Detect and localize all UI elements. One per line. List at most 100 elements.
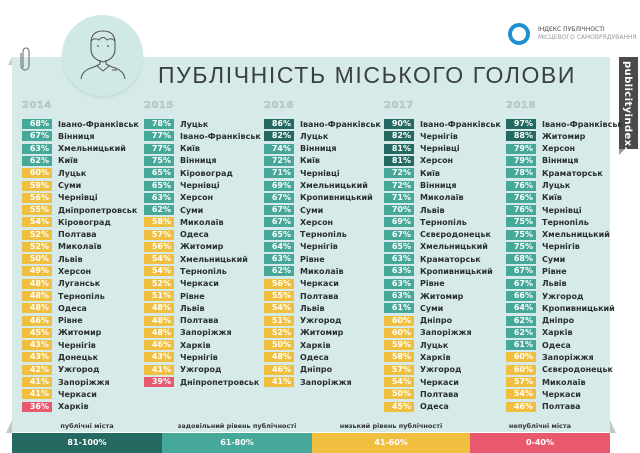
table-row: 65% Хмельницький [384, 241, 501, 253]
percent-badge: 76% [506, 192, 536, 203]
city-name: Івано-Франківськ [420, 119, 501, 129]
legend-item-nonpublic: непублічні міста 0-40% [470, 420, 610, 453]
percent-badge: 67% [384, 229, 414, 240]
percent-badge: 62% [144, 205, 174, 216]
table-row: 86% Івано-Франківськ [264, 118, 381, 130]
city-name: Тернопіль [180, 266, 227, 276]
percent-badge: 78% [506, 168, 536, 179]
table-row: 54% Львів [264, 302, 381, 314]
table-row: 77% Івано-Франківськ [144, 130, 261, 142]
city-name: Київ [58, 156, 78, 166]
table-row: 46% Харків [144, 339, 261, 351]
table-row: 63% Краматорськ [384, 253, 501, 265]
city-name: Хмельницький [180, 254, 248, 264]
table-row: 67% Рівне [506, 265, 623, 277]
city-name: Полтава [542, 402, 581, 412]
city-name: Чернівці [300, 168, 340, 178]
city-name: Житомир [300, 328, 344, 338]
logo[interactable]: ІНДЕКС ПУБЛІЧНОСТІ МІСЦЕВОГО САМОВРЯДУВА… [508, 23, 637, 45]
table-row: 60% Дніпро [384, 315, 501, 327]
city-name: Івано-Франківськ [300, 119, 381, 129]
table-row: 52% Черкаси [144, 278, 261, 290]
percent-badge: 70% [384, 205, 414, 216]
percent-badge: 52% [22, 241, 52, 252]
city-name: Дніпропетровськ [58, 205, 138, 215]
city-name: Одеса [542, 340, 571, 350]
table-row: 67% Сєвєродонецьк [384, 229, 501, 241]
percent-badge: 69% [384, 217, 414, 228]
table-row: 51% Рівне [144, 290, 261, 302]
table-row: 45% Житомир [22, 327, 139, 339]
city-name: Львів [58, 254, 83, 264]
table-row: 67% Кропивницький [264, 192, 381, 204]
percent-badge: 63% [384, 266, 414, 277]
city-name: Львів [420, 205, 445, 215]
city-name: Львів [300, 303, 325, 313]
table-row: 63% Рівне [384, 278, 501, 290]
table-row: 68% Івано-Франківськ [22, 118, 139, 130]
city-name: Хмельницький [542, 230, 610, 240]
percent-badge: 75% [506, 241, 536, 252]
city-name: Дніпро [300, 365, 333, 375]
table-row: 57% Ужгород [384, 364, 501, 376]
table-row: 57% Миколаїв [506, 376, 623, 388]
table-row: 56% Житомир [144, 241, 261, 253]
table-row: 72% Київ [264, 155, 381, 167]
table-row: 61% Суми [384, 302, 501, 314]
percent-badge: 76% [506, 205, 536, 216]
percent-badge: 67% [264, 205, 294, 216]
table-row: 82% Чернігів [384, 130, 501, 142]
percent-badge: 63% [264, 254, 294, 265]
percent-badge: 46% [506, 401, 536, 412]
city-name: Вінниця [58, 131, 95, 141]
percent-badge: 74% [264, 143, 294, 154]
table-row: 43% Чернігів [144, 351, 261, 363]
table-row: 60% Запоріжжя [384, 327, 501, 339]
percent-badge: 63% [384, 254, 414, 265]
city-name: Одеса [300, 352, 329, 362]
percent-badge: 58% [384, 352, 414, 363]
city-name: Луцьк [58, 168, 87, 178]
city-name: Одеса [420, 402, 449, 412]
table-row: 75% Вінниця [144, 155, 261, 167]
city-name: Харків [420, 352, 451, 362]
percent-badge: 57% [506, 377, 536, 387]
percent-badge: 60% [506, 352, 536, 363]
table-row: 64% Чернігів [264, 241, 381, 253]
percent-badge: 49% [22, 266, 52, 277]
side-tab[interactable]: publicityindex.org [619, 57, 638, 171]
percent-badge: 79% [506, 155, 536, 166]
city-name: Луцьк [300, 131, 329, 141]
percent-badge: 78% [144, 119, 174, 130]
percent-badge: 39% [144, 377, 174, 387]
percent-badge: 62% [264, 266, 294, 277]
city-name: Луцьк [420, 340, 449, 350]
table-row: 52% Миколаїв [22, 241, 139, 253]
year-column-2015: 2015 78% Луцьк 77% Івано-Франківськ 77% Київ 75… [144, 100, 261, 388]
table-row: 72% Київ [384, 167, 501, 179]
city-name: Дніпро [420, 316, 453, 326]
table-row: 41% Черкаси [22, 388, 139, 400]
table-row: 63% Житомир [384, 290, 501, 302]
city-name: Рівне [300, 254, 325, 264]
city-name: Тернопіль [300, 230, 347, 240]
year-column-2017: 2017 90% Івано-Франківськ 82% Чернігів 81% Чер… [384, 100, 501, 413]
percent-badge: 75% [506, 217, 536, 228]
table-row: 71% Чернівці [264, 167, 381, 179]
table-row: 46% Дніпро [264, 364, 381, 376]
table-row: 46% Полтава [506, 400, 623, 412]
table-row: 60% Сєвєродонецьк [506, 364, 623, 376]
percent-badge: 41% [22, 389, 52, 400]
percent-badge: 63% [384, 291, 414, 302]
city-name: Запоріжжя [300, 377, 352, 387]
city-name: Миколаїв [58, 242, 102, 252]
table-row: 79% Вінниця [506, 155, 623, 167]
percent-badge: 43% [22, 340, 52, 351]
legend-range: 0-40% [470, 433, 610, 453]
percent-badge: 64% [264, 241, 294, 252]
percent-badge: 46% [264, 364, 294, 375]
percent-badge: 43% [144, 352, 174, 363]
percent-badge: 64% [506, 303, 536, 314]
city-name: Дніпропетровськ [180, 377, 260, 387]
table-row: 43% Донецьк [22, 351, 139, 363]
